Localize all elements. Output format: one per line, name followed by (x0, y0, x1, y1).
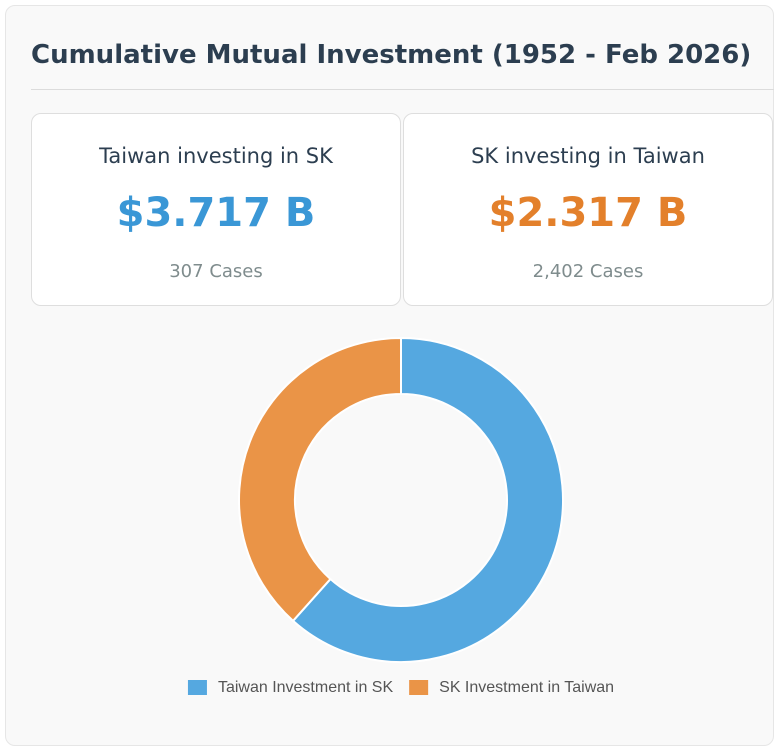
card-cases: 2,402 Cases (532, 261, 644, 282)
legend-label: SK Investment in Taiwan (439, 679, 614, 696)
panel: Cumulative Mutual Investment (1952 - Feb… (5, 5, 774, 746)
card-cases: 307 Cases (169, 261, 263, 282)
stat-card: Taiwan investing in SK $3.717 B 307 Case… (31, 113, 401, 306)
divider (31, 89, 774, 90)
legend-swatch (187, 680, 207, 695)
card-title: Taiwan investing in SK (99, 144, 333, 168)
donut-slice (238, 336, 402, 623)
card-value: $3.717 B (116, 190, 316, 236)
panel-title: Cumulative Mutual Investment (1952 - Feb… (31, 40, 752, 70)
stat-card: SK investing in Taiwan $2.317 B 2,402 Ca… (403, 113, 773, 306)
legend-label: Taiwan Investment in SK (218, 679, 394, 696)
legend-swatch (409, 680, 429, 695)
card-value: $2.317 B (488, 190, 688, 236)
donut-slice (291, 336, 564, 663)
card-title: SK investing in Taiwan (471, 144, 705, 168)
